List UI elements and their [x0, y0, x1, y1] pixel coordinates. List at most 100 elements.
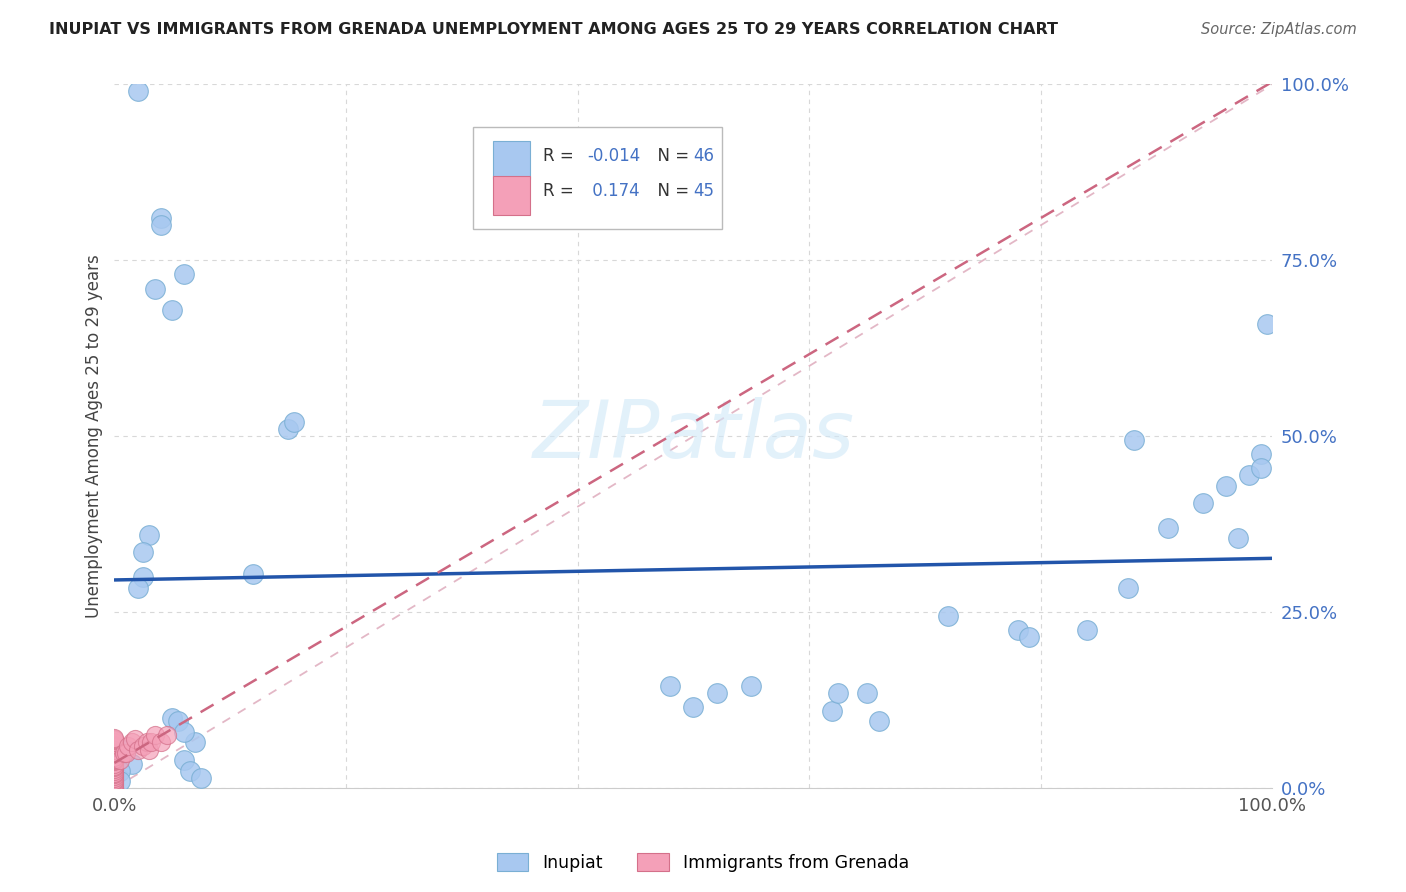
Point	[1226, 532, 1249, 546]
Point	[103, 733, 125, 747]
Point	[1250, 447, 1272, 461]
Point	[127, 742, 149, 756]
Point	[138, 528, 160, 542]
Point	[103, 764, 125, 778]
Point	[190, 771, 212, 785]
Point	[143, 728, 166, 742]
Text: ZIPatlas: ZIPatlas	[533, 397, 855, 475]
Point	[1076, 623, 1098, 637]
Point	[149, 735, 172, 749]
Point	[115, 742, 138, 756]
Point	[173, 268, 195, 282]
Point	[103, 772, 125, 787]
Point	[103, 767, 125, 781]
Text: 46: 46	[693, 146, 714, 164]
Point	[682, 700, 704, 714]
Point	[141, 735, 163, 749]
Point	[167, 714, 190, 729]
Point	[103, 781, 125, 796]
Point	[1239, 468, 1261, 483]
Point	[1007, 623, 1029, 637]
Point	[121, 735, 143, 749]
Point	[103, 749, 125, 764]
Point	[173, 753, 195, 767]
Point	[184, 735, 207, 749]
Point	[1116, 581, 1139, 595]
Point	[706, 686, 728, 700]
Point	[659, 679, 682, 693]
Point	[132, 545, 155, 559]
Point	[162, 711, 184, 725]
FancyBboxPatch shape	[474, 127, 723, 228]
Legend: Inupiat, Immigrants from Grenada: Inupiat, Immigrants from Grenada	[491, 847, 915, 879]
Text: N =: N =	[647, 182, 695, 200]
Point	[108, 753, 131, 767]
Point	[1122, 433, 1144, 447]
Y-axis label: Unemployment Among Ages 25 to 29 years: Unemployment Among Ages 25 to 29 years	[86, 254, 103, 618]
Point	[277, 422, 299, 436]
Point	[103, 738, 125, 752]
Text: N =: N =	[647, 146, 695, 164]
Point	[1256, 317, 1278, 331]
Point	[149, 218, 172, 232]
Point	[103, 753, 125, 767]
Point	[1018, 630, 1040, 644]
Point	[1215, 478, 1237, 492]
Point	[103, 745, 125, 759]
Point	[103, 768, 125, 782]
Point	[103, 740, 125, 755]
Text: 45: 45	[693, 182, 714, 200]
Point	[121, 756, 143, 771]
Point	[132, 739, 155, 753]
Point	[179, 764, 201, 778]
Text: INUPIAT VS IMMIGRANTS FROM GRENADA UNEMPLOYMENT AMONG AGES 25 TO 29 YEARS CORREL: INUPIAT VS IMMIGRANTS FROM GRENADA UNEMP…	[49, 22, 1059, 37]
Point	[1250, 461, 1272, 475]
Point	[103, 742, 125, 756]
FancyBboxPatch shape	[494, 176, 530, 215]
Point	[103, 781, 125, 796]
Point	[117, 739, 139, 753]
Text: Source: ZipAtlas.com: Source: ZipAtlas.com	[1201, 22, 1357, 37]
Text: R =: R =	[543, 182, 579, 200]
Text: 0.174: 0.174	[586, 182, 640, 200]
Text: R =: R =	[543, 146, 579, 164]
Point	[112, 746, 135, 760]
Point	[103, 762, 125, 776]
Point	[103, 760, 125, 774]
Point	[103, 778, 125, 792]
Point	[108, 764, 131, 778]
FancyBboxPatch shape	[494, 141, 530, 179]
Point	[827, 686, 849, 700]
Point	[103, 775, 125, 789]
Point	[132, 570, 155, 584]
Point	[1192, 496, 1215, 510]
Point	[103, 735, 125, 749]
Point	[162, 302, 184, 317]
Point	[127, 85, 149, 99]
Point	[936, 608, 959, 623]
Point	[103, 755, 125, 769]
Point	[103, 731, 125, 745]
Point	[124, 731, 146, 746]
Point	[143, 281, 166, 295]
Point	[242, 566, 264, 581]
Point	[103, 752, 125, 766]
Point	[103, 747, 125, 762]
Text: -0.014: -0.014	[586, 146, 640, 164]
Point	[103, 774, 125, 789]
Point	[103, 731, 125, 746]
Point	[103, 758, 125, 772]
Point	[1157, 521, 1180, 535]
Point	[856, 686, 879, 700]
Point	[127, 581, 149, 595]
Point	[173, 725, 195, 739]
Point	[155, 728, 177, 742]
Point	[103, 746, 125, 760]
Point	[149, 211, 172, 226]
Point	[868, 714, 890, 729]
Point	[138, 742, 160, 756]
Point	[283, 415, 305, 429]
Point	[103, 781, 125, 796]
Point	[103, 739, 125, 753]
Point	[103, 771, 125, 785]
